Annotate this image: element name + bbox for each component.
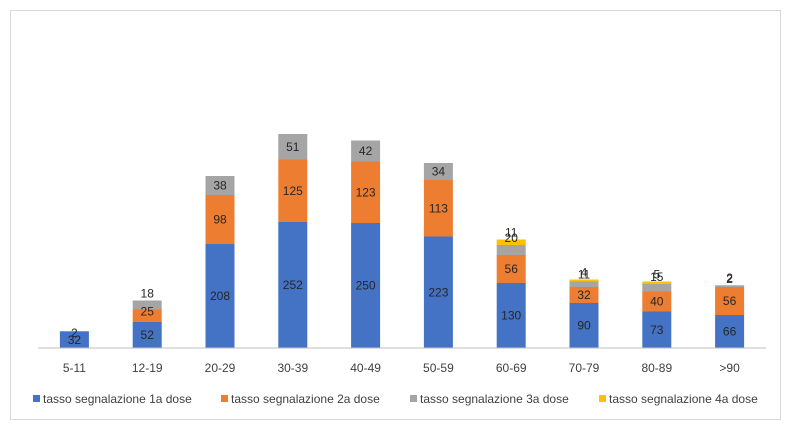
bar-segment-30-39-series-1 bbox=[278, 222, 308, 348]
data-label-50-59-series-1: 223 bbox=[428, 285, 448, 299]
legend: tasso segnalazione 1a dose tasso segnalaz… bbox=[33, 392, 758, 406]
x-tick-30-39: 30-39 bbox=[277, 361, 308, 375]
data-label->90-series-2: 56 bbox=[723, 294, 737, 308]
bar-segment-80-89-series-4 bbox=[642, 281, 672, 284]
x-tick-80-89: 80-89 bbox=[641, 361, 672, 375]
legend-swatch-series-2 bbox=[221, 395, 228, 402]
bar-segment-60-69-series-3 bbox=[496, 245, 526, 255]
data-label-50-59-series-3: 34 bbox=[432, 165, 446, 179]
chart-frame: 32 2 52 25 18 208 98 38 252 125 51 250 123 42 223 113 34… bbox=[10, 10, 781, 420]
bar-segment-50-59-series-3 bbox=[423, 163, 453, 180]
bar-segment->90-series-4 bbox=[715, 285, 745, 286]
data-label-80-89-series-1: 73 bbox=[650, 323, 664, 337]
bar-segment-70-79-series-1 bbox=[569, 303, 599, 348]
x-tick-50-59: 50-59 bbox=[423, 361, 454, 375]
x-tick-20-29: 20-29 bbox=[205, 361, 236, 375]
data-label-70-79-series-1: 90 bbox=[577, 319, 591, 333]
data-label-20-29-series-2: 98 bbox=[213, 213, 227, 227]
bar-segment-5-11-series-1 bbox=[59, 332, 89, 348]
x-tick-70-79: 70-79 bbox=[569, 361, 600, 375]
data-label-80-89-series-2: 40 bbox=[650, 295, 664, 309]
bars-layer bbox=[59, 134, 745, 348]
bar-segment-80-89-series-2 bbox=[642, 291, 672, 312]
legend-swatch-series-3 bbox=[410, 395, 417, 402]
data-label-70-79-series-4: 4 bbox=[581, 266, 588, 280]
legend-swatch-series-4 bbox=[599, 395, 606, 402]
bar-segment-12-19-series-3 bbox=[132, 300, 162, 310]
data-label-40-49-series-2: 123 bbox=[356, 185, 376, 199]
data-label-5-11-series-1: 32 bbox=[68, 333, 82, 347]
data-label-80-89-series-4: 5 bbox=[653, 268, 660, 282]
data-label-30-39-series-1: 252 bbox=[283, 278, 303, 292]
bar-segment-20-29-series-1 bbox=[205, 244, 235, 348]
x-tick-60-69: 60-69 bbox=[496, 361, 527, 375]
data-label->90-series-1: 66 bbox=[723, 325, 737, 339]
data-label->90-series-4: 2 bbox=[726, 271, 733, 285]
x-tick-labels: 5-11 12-19 20-29 30-39 40-49 50-59 60-69 70-79 8… bbox=[63, 361, 740, 375]
bar-segment-30-39-series-3 bbox=[278, 134, 308, 160]
data-label-12-19-series-1: 52 bbox=[141, 328, 155, 342]
legend-label-series-2: tasso segnalazione 2a dose bbox=[231, 392, 380, 406]
legend-swatch-series-1 bbox=[33, 395, 40, 402]
bar-segment-80-89-series-1 bbox=[642, 311, 672, 348]
data-label-20-29-series-3: 38 bbox=[213, 179, 227, 193]
data-label-60-69-series-4: 11 bbox=[505, 226, 518, 240]
bar-segment-30-39-series-2 bbox=[278, 159, 308, 222]
data-label-30-39-series-3: 51 bbox=[286, 140, 300, 154]
bar-segment-70-79-series-3 bbox=[569, 281, 599, 287]
data-label-70-79-series-3: 11 bbox=[578, 268, 591, 282]
data-label-12-19-series-2: 25 bbox=[141, 305, 155, 319]
x-tick->90: >90 bbox=[719, 361, 740, 375]
bar-segment-50-59-series-2 bbox=[423, 180, 453, 237]
bar-segment-70-79-series-2 bbox=[569, 287, 599, 303]
bar-segment-60-69-series-1 bbox=[496, 283, 526, 348]
data-label-30-39-series-2: 125 bbox=[283, 184, 303, 198]
bar-segment-12-19-series-2 bbox=[132, 309, 162, 322]
bar-segment->90-series-1 bbox=[715, 315, 745, 348]
data-label-80-89-series-3: 15 bbox=[650, 270, 664, 284]
bar-segment-40-49-series-2 bbox=[351, 161, 381, 223]
bar-segment-20-29-series-2 bbox=[205, 195, 235, 244]
x-tick-40-49: 40-49 bbox=[350, 361, 381, 375]
bar-segment-70-79-series-4 bbox=[569, 279, 599, 282]
bar-segment-80-89-series-3 bbox=[642, 284, 672, 292]
x-tick-5-11: 5-11 bbox=[63, 361, 86, 375]
data-label-12-19-series-3: 18 bbox=[141, 287, 155, 301]
bar-segment-40-49-series-1 bbox=[351, 223, 381, 348]
bar-segment-60-69-series-4 bbox=[496, 239, 526, 245]
bar-segment->90-series-3 bbox=[715, 286, 745, 287]
bar-segment-5-11-series-2 bbox=[59, 331, 89, 332]
bar-segment-20-29-series-3 bbox=[205, 176, 235, 195]
bar-segment-60-69-series-2 bbox=[496, 255, 526, 283]
data-label-40-49-series-1: 250 bbox=[356, 279, 376, 293]
data-label-60-69-series-2: 56 bbox=[505, 262, 519, 276]
data-label-60-69-series-1: 130 bbox=[501, 309, 521, 323]
legend-label-series-1: tasso segnalazione 1a dose bbox=[43, 392, 192, 406]
data-label->90-series-3: 2 bbox=[726, 272, 733, 286]
data-label-70-79-series-2: 32 bbox=[577, 288, 591, 302]
data-label-20-29-series-1: 208 bbox=[210, 289, 230, 303]
data-label-40-49-series-3: 42 bbox=[359, 144, 373, 158]
bar-segment-50-59-series-1 bbox=[423, 236, 453, 348]
data-label-5-11-series-2: 2 bbox=[71, 326, 78, 340]
legend-label-series-3: tasso segnalazione 3a dose bbox=[420, 392, 569, 406]
data-label-50-59-series-2: 113 bbox=[429, 201, 448, 215]
bar-segment-12-19-series-1 bbox=[132, 322, 162, 348]
bar-segment->90-series-2 bbox=[715, 287, 745, 315]
x-tick-12-19: 12-19 bbox=[132, 361, 163, 375]
data-label-60-69-series-3: 20 bbox=[505, 231, 519, 245]
bar-segment-40-49-series-3 bbox=[351, 140, 381, 162]
legend-label-series-4: tasso segnalazione 4a dose bbox=[609, 392, 758, 406]
